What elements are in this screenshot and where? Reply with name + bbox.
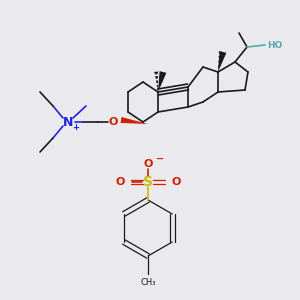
Text: O: O [143, 159, 153, 169]
Polygon shape [158, 71, 166, 92]
Polygon shape [154, 72, 158, 74]
Polygon shape [121, 117, 148, 124]
Polygon shape [218, 65, 220, 68]
Polygon shape [218, 52, 223, 55]
Polygon shape [218, 69, 219, 72]
Polygon shape [155, 76, 158, 79]
Polygon shape [218, 51, 226, 72]
Text: HO: HO [267, 40, 282, 50]
Polygon shape [218, 60, 221, 63]
Polygon shape [156, 80, 158, 83]
Text: O: O [171, 177, 180, 187]
Text: −: − [156, 154, 164, 164]
Text: +: + [73, 124, 80, 133]
Text: O: O [108, 117, 118, 127]
Text: CH₃: CH₃ [140, 278, 156, 287]
Polygon shape [218, 56, 222, 59]
Text: N: N [63, 116, 73, 128]
Polygon shape [157, 85, 158, 88]
Text: O: O [116, 177, 125, 187]
Text: S: S [143, 175, 153, 189]
